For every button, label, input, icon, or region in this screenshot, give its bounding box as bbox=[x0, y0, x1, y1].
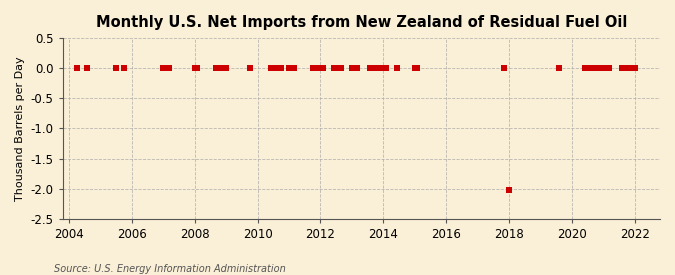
Point bbox=[317, 66, 328, 70]
Point bbox=[593, 66, 603, 70]
Point bbox=[215, 66, 226, 70]
Point bbox=[158, 66, 169, 70]
Point bbox=[82, 66, 92, 70]
Y-axis label: Thousand Barrels per Day: Thousand Barrels per Day bbox=[15, 56, 25, 201]
Point bbox=[370, 66, 381, 70]
Point bbox=[504, 188, 514, 192]
Point bbox=[331, 66, 342, 70]
Point bbox=[213, 66, 223, 70]
Point bbox=[619, 66, 630, 70]
Point bbox=[624, 66, 635, 70]
Point bbox=[284, 66, 294, 70]
Point bbox=[163, 66, 174, 70]
Point bbox=[352, 66, 362, 70]
Point bbox=[375, 66, 386, 70]
Point bbox=[630, 66, 641, 70]
Point bbox=[313, 66, 323, 70]
Point bbox=[498, 66, 509, 70]
Point bbox=[603, 66, 614, 70]
Point bbox=[265, 66, 276, 70]
Point bbox=[111, 66, 122, 70]
Point bbox=[554, 66, 564, 70]
Point bbox=[189, 66, 200, 70]
Point bbox=[328, 66, 339, 70]
Point bbox=[218, 66, 229, 70]
Point bbox=[336, 66, 347, 70]
Point bbox=[275, 66, 286, 70]
Point bbox=[583, 66, 593, 70]
Point bbox=[588, 66, 599, 70]
Point bbox=[192, 66, 202, 70]
Point bbox=[622, 66, 632, 70]
Point bbox=[590, 66, 601, 70]
Point bbox=[271, 66, 281, 70]
Text: Source: U.S. Energy Information Administration: Source: U.S. Energy Information Administ… bbox=[54, 264, 286, 274]
Point bbox=[310, 66, 321, 70]
Point bbox=[221, 66, 232, 70]
Point bbox=[367, 66, 378, 70]
Point bbox=[412, 66, 423, 70]
Point bbox=[601, 66, 612, 70]
Point bbox=[409, 66, 420, 70]
Point bbox=[119, 66, 130, 70]
Point bbox=[72, 66, 82, 70]
Point bbox=[391, 66, 402, 70]
Title: Monthly U.S. Net Imports from New Zealand of Residual Fuel Oil: Monthly U.S. Net Imports from New Zealan… bbox=[96, 15, 627, 30]
Point bbox=[364, 66, 375, 70]
Point bbox=[244, 66, 255, 70]
Point bbox=[346, 66, 357, 70]
Point bbox=[211, 66, 221, 70]
Point bbox=[598, 66, 609, 70]
Point bbox=[289, 66, 300, 70]
Point bbox=[349, 66, 360, 70]
Point bbox=[580, 66, 591, 70]
Point bbox=[381, 66, 392, 70]
Point bbox=[378, 66, 389, 70]
Point bbox=[585, 66, 595, 70]
Point bbox=[616, 66, 627, 70]
Point bbox=[315, 66, 326, 70]
Point bbox=[307, 66, 318, 70]
Point bbox=[268, 66, 279, 70]
